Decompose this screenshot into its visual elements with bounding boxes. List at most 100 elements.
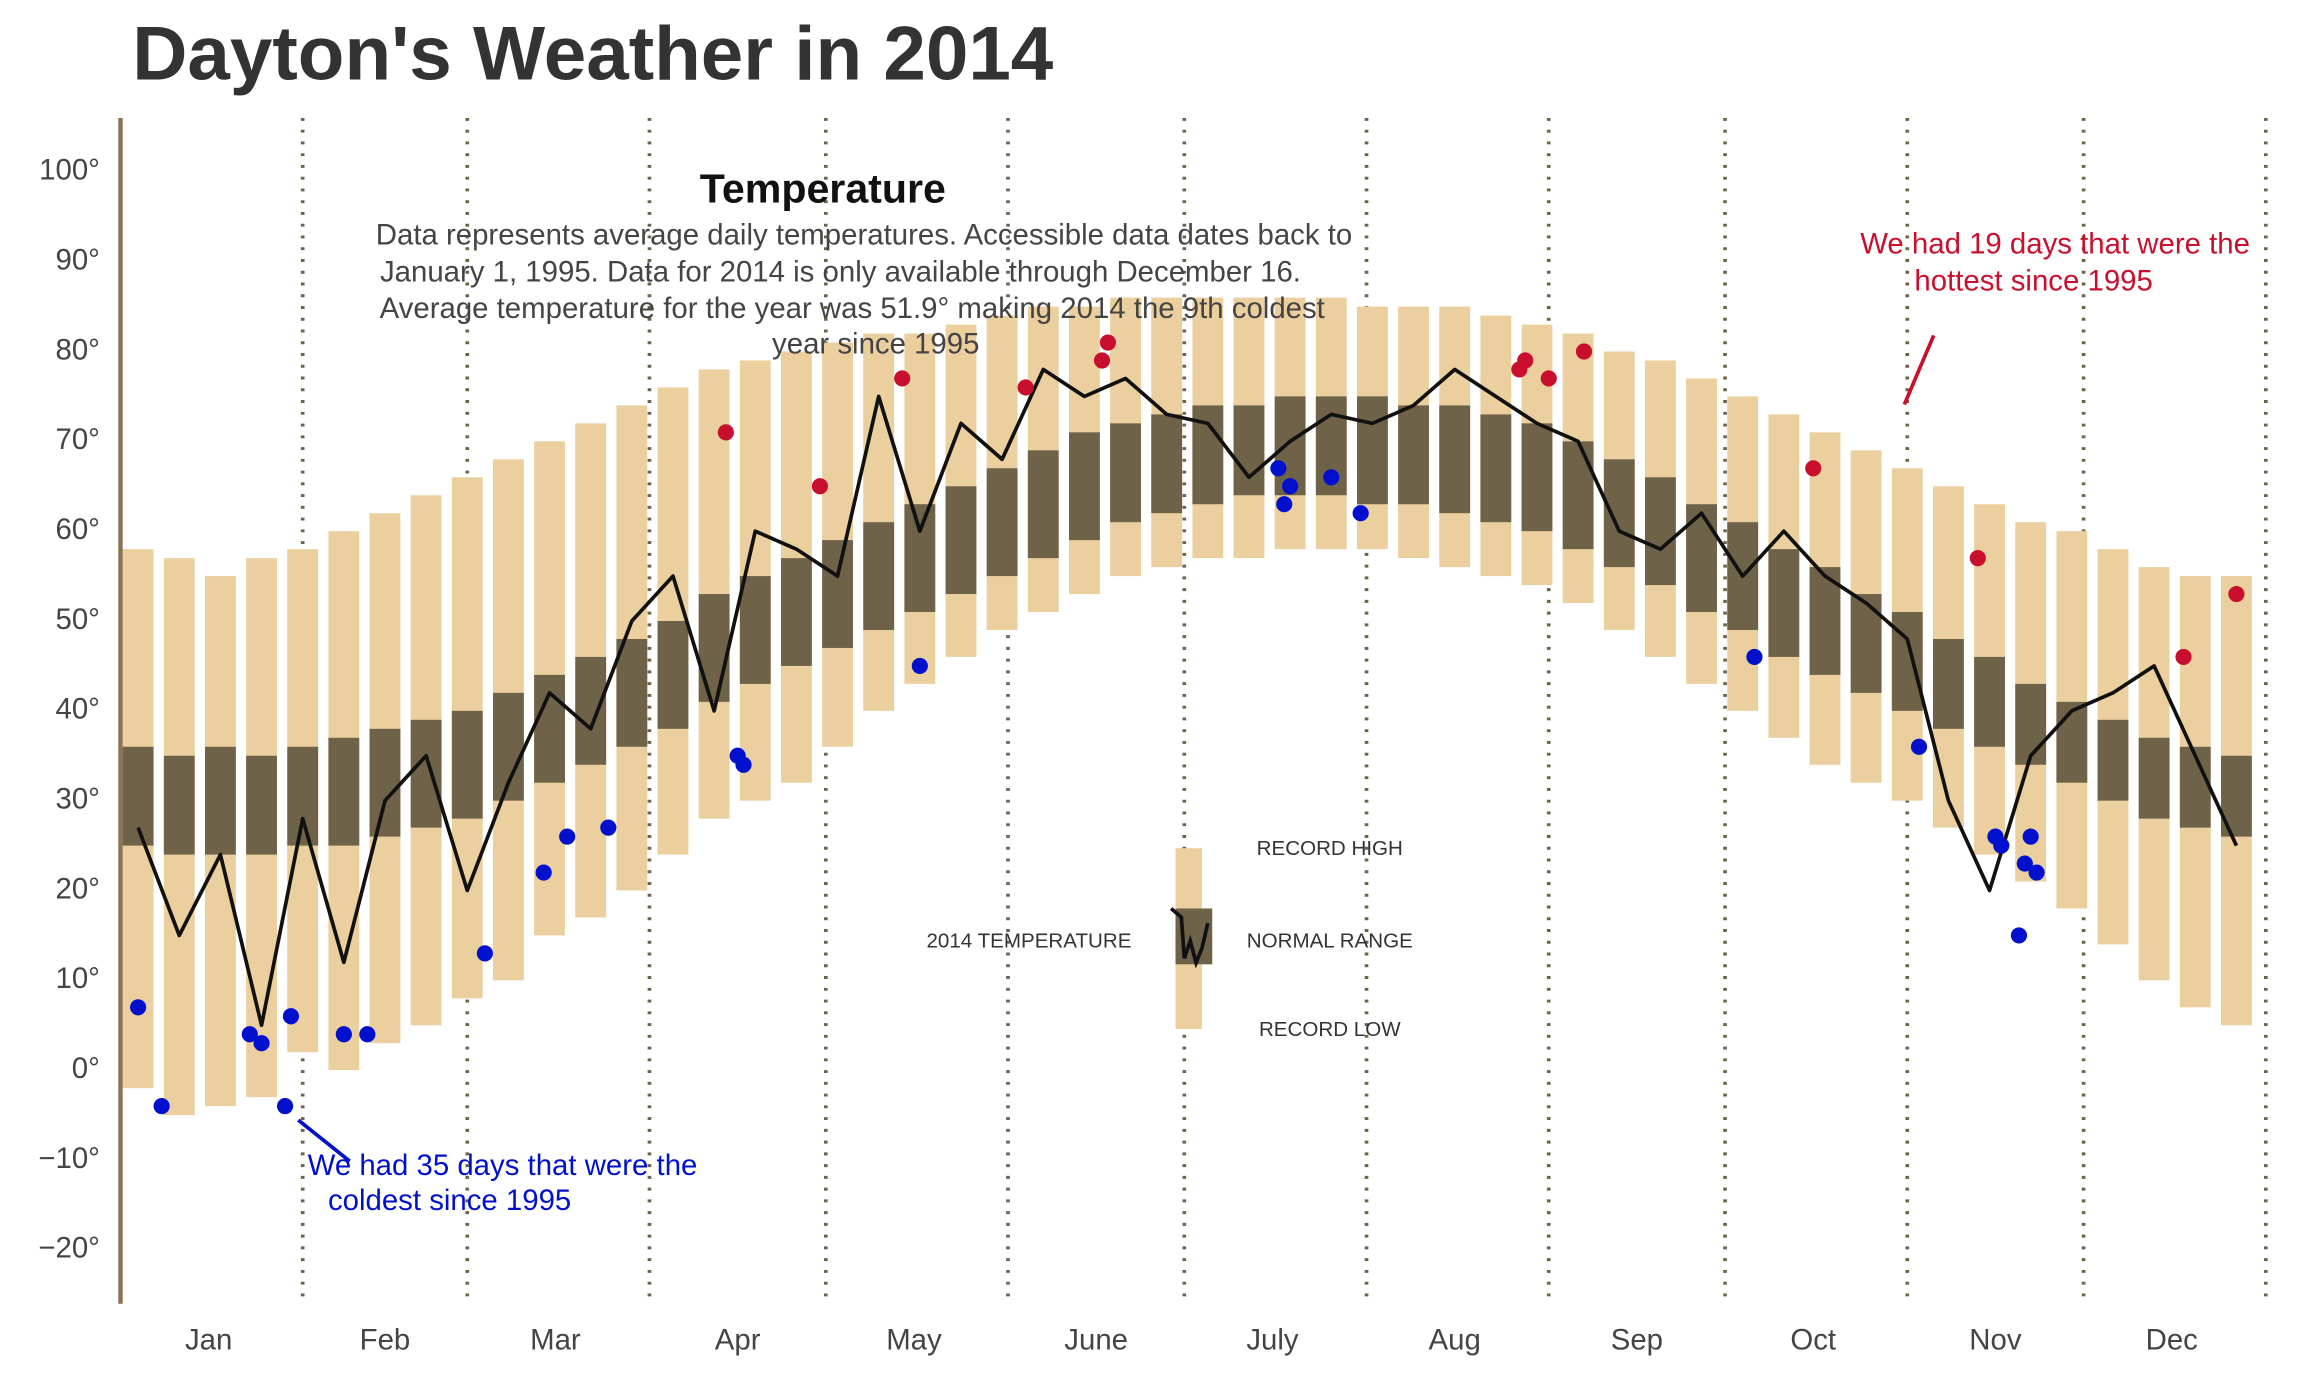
y-tick-label: 60° — [55, 513, 99, 546]
y-tick-label: 100° — [39, 154, 100, 187]
cold-record-point — [2010, 927, 2028, 944]
normal-bar — [1850, 594, 1882, 693]
x-tick-label: Apr — [715, 1324, 761, 1357]
cold-record-point — [130, 999, 147, 1016]
normal-bar — [1398, 405, 1429, 505]
normal-bar — [328, 737, 360, 846]
y-tick-label: 50° — [55, 603, 99, 636]
cold-record-point — [911, 657, 928, 675]
cold-record-point — [735, 756, 752, 773]
cold-record-point — [335, 1026, 352, 1043]
normal-bar — [1768, 549, 1800, 657]
normal-bar — [904, 504, 936, 613]
temperature-line — [136, 367, 2239, 1028]
normal-bar — [739, 576, 771, 684]
normal-bar — [986, 468, 1018, 577]
y-tick-label: 40° — [55, 693, 99, 726]
normal-bar — [2179, 746, 2211, 828]
legend-label: RECORD LOW — [1259, 1018, 1401, 1041]
hot-annotation: We had 19 days that were the hottest sin… — [1860, 228, 2250, 406]
x-tick-label: Oct — [1790, 1324, 1836, 1357]
cold-record-point — [1270, 460, 1287, 477]
normal-bar — [575, 656, 607, 765]
cold-record-point — [2022, 828, 2039, 845]
normal-bar — [2138, 737, 2170, 819]
annotation-pointer — [297, 1118, 351, 1163]
hot-record-point — [1517, 352, 1534, 369]
description-line: Data represents average daily temperatur… — [376, 219, 1352, 252]
normal-bar — [1027, 450, 1059, 559]
plot-area — [122, 117, 2268, 1304]
normal-bar — [945, 486, 977, 595]
cold-record-point — [276, 1098, 294, 1115]
normal-bar — [1110, 423, 1141, 523]
annotation-pointer — [1902, 334, 1936, 406]
normal-bar — [1151, 414, 1183, 514]
normal-bar — [451, 710, 483, 819]
cold-record-point — [1746, 648, 1763, 666]
normal-bar — [163, 755, 195, 855]
cold-record-point — [2028, 864, 2045, 881]
cold-record-point — [241, 1026, 258, 1043]
hot-record-point — [1575, 343, 1593, 360]
normal-bar — [1603, 459, 1635, 568]
normal-bar — [1439, 405, 1471, 514]
y-tick-label: 30° — [55, 782, 99, 815]
cold-record-point — [476, 945, 493, 962]
cold-record-point — [153, 1098, 170, 1115]
hot-record-point — [1969, 550, 1986, 567]
normal-bar — [204, 746, 236, 855]
normal-bar — [1932, 638, 1964, 729]
normal-bar — [410, 719, 442, 828]
x-tick-label: Feb — [360, 1324, 411, 1357]
legend: RECORD HIGH NORMAL RANGE RECORD LOW 2014… — [926, 837, 1412, 1041]
normal-bar — [780, 558, 812, 666]
normal-bar — [2015, 683, 2047, 765]
x-tick-label: Aug — [1429, 1324, 1481, 1357]
description-line: January 1, 1995. Data for 2014 is only a… — [380, 255, 1301, 288]
cold-record-point — [535, 864, 552, 881]
cold-record-point — [1993, 837, 2010, 854]
description-line: year since 1995 — [772, 327, 979, 360]
normal-bar — [369, 728, 401, 837]
legend-label: NORMAL RANGE — [1247, 930, 1413, 953]
x-tick-label: May — [886, 1324, 942, 1357]
cold-record-point — [253, 1035, 270, 1052]
description: Data represents average daily temperatur… — [376, 219, 1352, 361]
legend-label: 2014 TEMPERATURE — [926, 930, 1131, 953]
normal-bar — [2097, 719, 2129, 801]
normal-bar — [1891, 612, 1923, 711]
hot-record-point — [1099, 334, 1116, 351]
normal-bar — [1644, 477, 1676, 586]
annotation-text: We had 19 days that were the — [1860, 228, 2250, 261]
x-tick-label: Dec — [2146, 1324, 2198, 1357]
normal-bar — [246, 755, 277, 855]
chart-title: Dayton's Weather in 2014 — [132, 11, 1054, 96]
x-tick-label: Nov — [1969, 1324, 2022, 1357]
cold-record-point — [1352, 505, 1369, 522]
legend-label: RECORD HIGH — [1257, 837, 1403, 860]
normal-bar — [698, 594, 730, 702]
cold-record-point — [282, 1008, 300, 1025]
hot-record-point — [894, 370, 911, 387]
cold-record-point — [600, 819, 617, 836]
cold-record-point — [1323, 469, 1340, 486]
hot-record-point — [811, 478, 828, 495]
normal-bar — [1974, 656, 2005, 747]
x-tick-label: Sep — [1611, 1324, 1663, 1357]
normal-bar — [287, 746, 319, 846]
normal-bar — [1233, 405, 1265, 496]
x-tick-label: Mar — [530, 1324, 581, 1357]
annotation-text: hottest since 1995 — [1914, 264, 2152, 297]
y-tick-label: 0° — [72, 1052, 100, 1085]
x-tick-label: June — [1064, 1324, 1128, 1357]
x-tick-label: July — [1246, 1324, 1299, 1357]
normal-bar — [1356, 396, 1388, 505]
normal-bar — [822, 540, 853, 648]
subtitle: Temperature — [700, 165, 946, 211]
hot-record-point — [1540, 370, 1557, 387]
annotation-text: We had 35 days that were the — [308, 1149, 698, 1182]
cold-annotation: We had 35 days that were the coldest sin… — [297, 1118, 698, 1217]
x-tick-label: Jan — [185, 1324, 232, 1357]
